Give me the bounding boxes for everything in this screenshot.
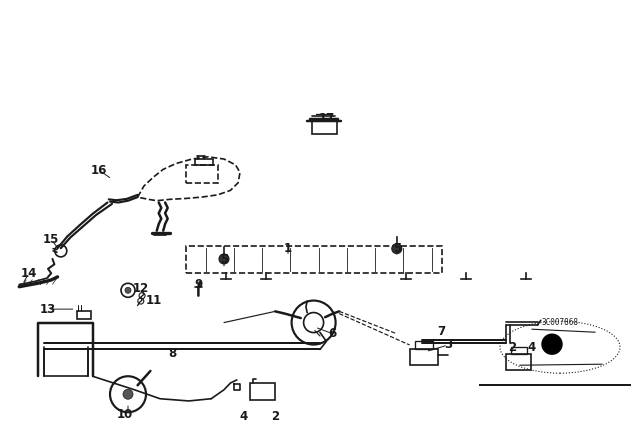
Bar — [186, 246, 442, 273]
Text: 2: 2 — [271, 410, 279, 423]
Circle shape — [219, 254, 229, 264]
Text: 5: 5 — [393, 242, 401, 255]
Text: 10: 10 — [116, 408, 133, 421]
Text: 5: 5 — [220, 253, 228, 267]
Text: 16: 16 — [91, 164, 108, 177]
Bar — [195, 159, 213, 165]
Text: 4: 4 — [239, 410, 247, 423]
Text: 15: 15 — [43, 233, 60, 246]
Bar — [415, 341, 433, 349]
Text: 13: 13 — [40, 302, 56, 316]
Text: 6: 6 — [329, 327, 337, 340]
Circle shape — [123, 389, 133, 399]
Text: 1: 1 — [284, 242, 292, 255]
Text: 12: 12 — [132, 282, 149, 296]
Text: 3C007868: 3C007868 — [541, 318, 579, 327]
Text: 4: 4 — [527, 340, 535, 354]
Text: 14: 14 — [20, 267, 37, 280]
Text: 11: 11 — [145, 293, 162, 307]
Bar — [186, 165, 218, 183]
Circle shape — [392, 244, 402, 254]
Bar — [312, 121, 337, 134]
Bar — [410, 349, 438, 365]
Bar — [511, 347, 527, 354]
Text: 7: 7 — [438, 325, 445, 338]
Bar — [506, 354, 531, 370]
Bar — [250, 383, 275, 400]
Text: 17: 17 — [318, 112, 335, 125]
Text: 2: 2 — [508, 340, 516, 354]
Circle shape — [542, 334, 562, 354]
Circle shape — [125, 287, 131, 293]
Text: 3: 3 — [444, 338, 452, 352]
Text: 9: 9 — [195, 278, 202, 291]
Bar — [77, 311, 91, 319]
Text: 8: 8 — [169, 347, 177, 361]
